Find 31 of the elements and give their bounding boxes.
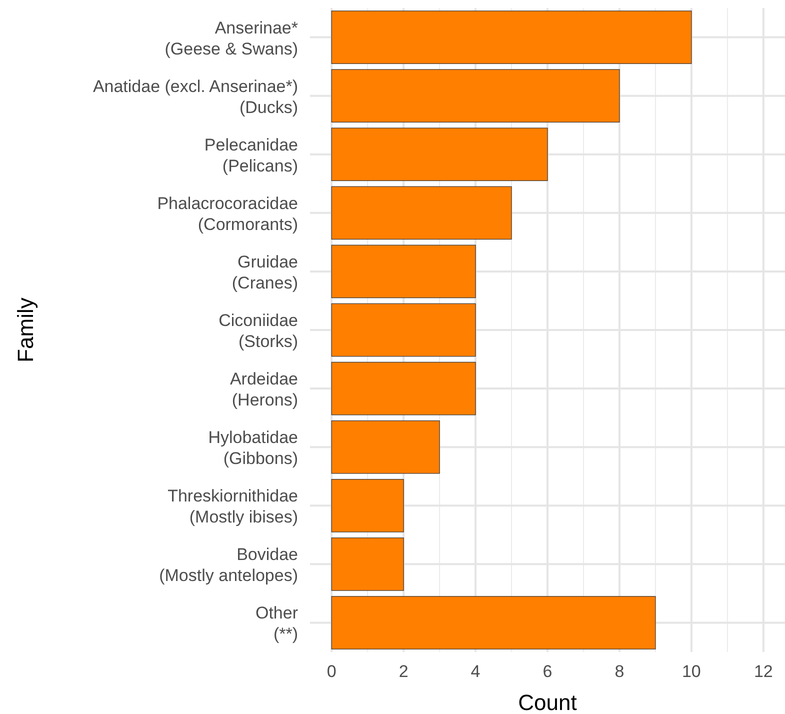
y-tick-label: Pelecanidae (Pelicans) xyxy=(204,134,298,175)
bar xyxy=(331,69,620,122)
y-tick-label: Bovidae (Mostly antelopes) xyxy=(159,544,298,585)
y-tick-label: Other (**) xyxy=(255,603,298,644)
bar xyxy=(331,303,476,357)
bar xyxy=(331,538,404,591)
x-tick-label: 0 xyxy=(326,662,336,681)
y-tick-label: Anserinae* (Geese & Swans) xyxy=(164,18,298,58)
bar xyxy=(331,596,656,650)
bar xyxy=(331,10,692,64)
y-tick-label: Ardeidae (Herons) xyxy=(230,369,298,410)
x-tick-label: 4 xyxy=(470,662,480,681)
bar xyxy=(331,362,476,416)
x-tick-label: 2 xyxy=(398,662,408,681)
y-tick-label: Threskiornithidae (Mostly ibises) xyxy=(168,486,298,526)
y-tick-label: Phalacrocoracidae (Cormorants) xyxy=(157,193,298,234)
y-tick-label: Gruidae (Cranes) xyxy=(232,252,298,292)
y-tick-label: Hylobatidae (Gibbons) xyxy=(208,428,298,468)
x-tick-label: 8 xyxy=(614,662,624,681)
bar xyxy=(331,128,548,182)
bar xyxy=(331,478,404,532)
y-tick-label: Ciconiidae (Storks) xyxy=(218,310,298,350)
x-tick-label: 6 xyxy=(542,662,552,681)
bar xyxy=(331,244,476,298)
bar xyxy=(331,186,512,240)
y-axis-title: Family xyxy=(13,298,38,362)
y-tick-label: Anatidae (excl. Anserinae*) (Ducks) xyxy=(92,76,298,116)
bar xyxy=(331,420,440,474)
x-tick-label: 12 xyxy=(754,662,773,681)
x-axis-title: Count xyxy=(518,690,577,714)
x-tick-label: 10 xyxy=(682,662,701,681)
